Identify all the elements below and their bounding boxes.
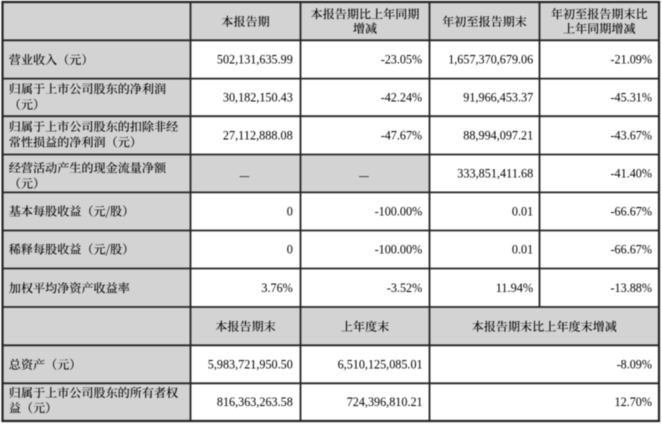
svg-text:-100.00%: -100.00%	[375, 242, 423, 256]
svg-text:-47.67%: -47.67%	[381, 128, 423, 142]
svg-text:27,112,888.08: 27,112,888.08	[223, 128, 293, 142]
svg-text:1,657,370,679.06: 1,657,370,679.06	[448, 52, 533, 66]
svg-text:-100.00%: -100.00%	[375, 204, 423, 218]
svg-text:6,510,125,085.01: 6,510,125,085.01	[338, 357, 423, 371]
svg-text:88,994,097.21: 88,994,097.21	[463, 128, 533, 142]
svg-text:-41.40%: -41.40%	[611, 166, 653, 180]
svg-text:3.76%: 3.76%	[261, 281, 293, 295]
svg-text:0: 0	[287, 242, 293, 256]
svg-text:11.94%: 11.94%	[496, 281, 534, 295]
svg-text:-13.88%: -13.88%	[611, 281, 653, 295]
svg-text:333,851,411.68: 333,851,411.68	[457, 166, 533, 180]
svg-text:30,182,150.43: 30,182,150.43	[223, 90, 293, 104]
svg-text:0: 0	[287, 204, 293, 218]
svg-text:502,131,635.99: 502,131,635.99	[217, 52, 293, 66]
svg-text:-66.67%: -66.67%	[611, 242, 653, 256]
svg-text:5,983,721,950.50: 5,983,721,950.50	[208, 357, 293, 371]
svg-text:724,396,810.21: 724,396,810.21	[347, 395, 423, 409]
svg-text:-8.09%: -8.09%	[617, 357, 653, 371]
svg-text:0.01: 0.01	[512, 204, 533, 218]
svg-text:0.01: 0.01	[512, 242, 533, 256]
svg-text:91,966,453.37: 91,966,453.37	[463, 90, 533, 104]
svg-text:-42.24%: -42.24%	[381, 90, 423, 104]
svg-text:12.70%: 12.70%	[615, 395, 653, 409]
svg-text:816,363,263.58: 816,363,263.58	[217, 395, 293, 409]
svg-text:-21.09%: -21.09%	[611, 52, 653, 66]
svg-text:-23.05%: -23.05%	[381, 52, 423, 66]
svg-text:-66.67%: -66.67%	[611, 204, 653, 218]
svg-text:-43.67%: -43.67%	[611, 128, 653, 142]
svg-text:-3.52%: -3.52%	[387, 281, 423, 295]
svg-text:-45.31%: -45.31%	[611, 90, 653, 104]
